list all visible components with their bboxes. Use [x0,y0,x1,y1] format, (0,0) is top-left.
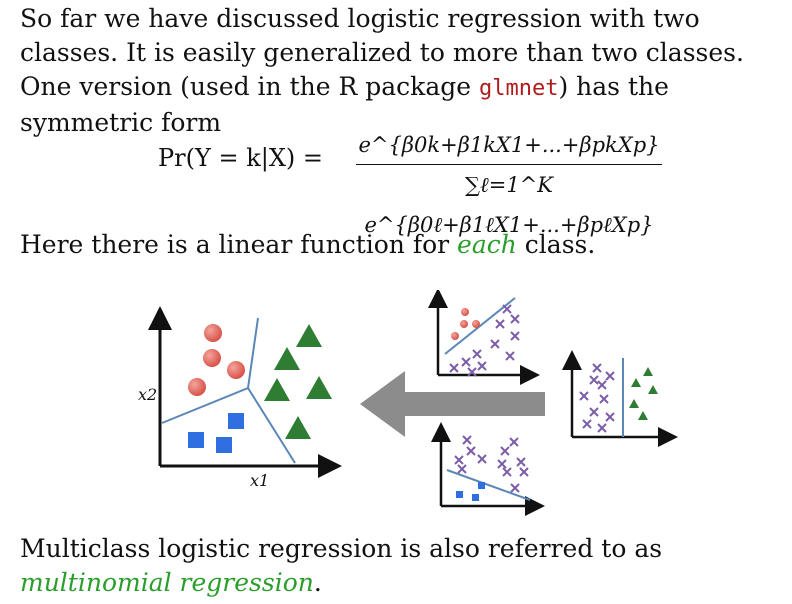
green-triangle [274,347,300,370]
red-point [472,320,480,328]
green-triangle [631,378,641,387]
intro-paragraph: So far we have discussed logistic regres… [20,2,790,140]
linear-text-1: Here there is a linear function for [20,230,458,259]
top-small-panel [428,290,540,385]
green-triangle [306,376,332,399]
formula-fraction: e^{β0k+β1kX1+...+βpkXp} ∑ℓ=1^K e^{β0ℓ+β1… [354,126,664,237]
green-triangle [296,324,322,347]
fraction-bar [356,164,662,165]
green-triangle [285,416,311,439]
formula-numerator: e^{β0k+β1kX1+...+βpkXp} [358,133,660,157]
green-triangle [264,378,290,401]
red-point [188,378,206,396]
intro-text-2: ) has the symmetric form [20,72,669,137]
blue-square [472,494,479,501]
red-point [227,361,245,379]
formula-denominator: ∑ℓ=1^K e^{β0ℓ+β1ℓX1+...+βpℓXp} [364,173,654,237]
blue-square [216,437,232,453]
purple-cross-group [579,363,615,433]
red-point [451,332,459,340]
closing-text-2: . [313,568,322,597]
formula-lhs: Pr(Y = k|X) = [158,144,324,172]
closing-paragraph: Multiclass logistic regression is also r… [20,532,790,600]
purple-cross-group [454,435,529,493]
red-point [204,324,222,342]
linear-text-2: class. [516,230,596,259]
right-small-panel [562,350,678,447]
softmax-formula: Pr(Y = k|X) = e^{β0k+β1kX1+...+βpkXp} ∑ℓ… [158,126,678,237]
bottom-small-panel [431,422,545,516]
decision-boundary [446,469,531,501]
big-left-arrow [360,371,545,437]
purple-cross-group [449,304,520,377]
linear-paragraph: Here there is a linear function for each… [20,228,595,262]
red-point [460,320,468,328]
each-emphasis: each [457,230,517,259]
closing-text-1: Multiclass logistic regression is also r… [20,534,663,563]
red-point [461,308,469,316]
x1-axis-label: x1 [250,471,269,490]
green-triangle [643,367,653,376]
red-point [203,349,221,367]
blue-square [188,432,204,448]
blue-square [456,491,463,498]
green-triangle [648,385,658,394]
decision-boundary [444,297,516,355]
blue-square [228,413,244,429]
main-panel: x2 x1 [138,306,342,490]
x2-axis-label: x2 [138,385,157,404]
green-triangle [629,399,639,408]
multiclass-diagram: x2 x1 [138,290,678,516]
intro-text-1: So far we have discussed logistic regres… [20,4,744,101]
green-triangle [638,411,648,420]
package-name: glmnet [478,76,559,101]
decision-boundary [247,387,296,464]
blue-square [478,482,485,489]
multinomial-emphasis: multinomial regression [20,568,314,597]
